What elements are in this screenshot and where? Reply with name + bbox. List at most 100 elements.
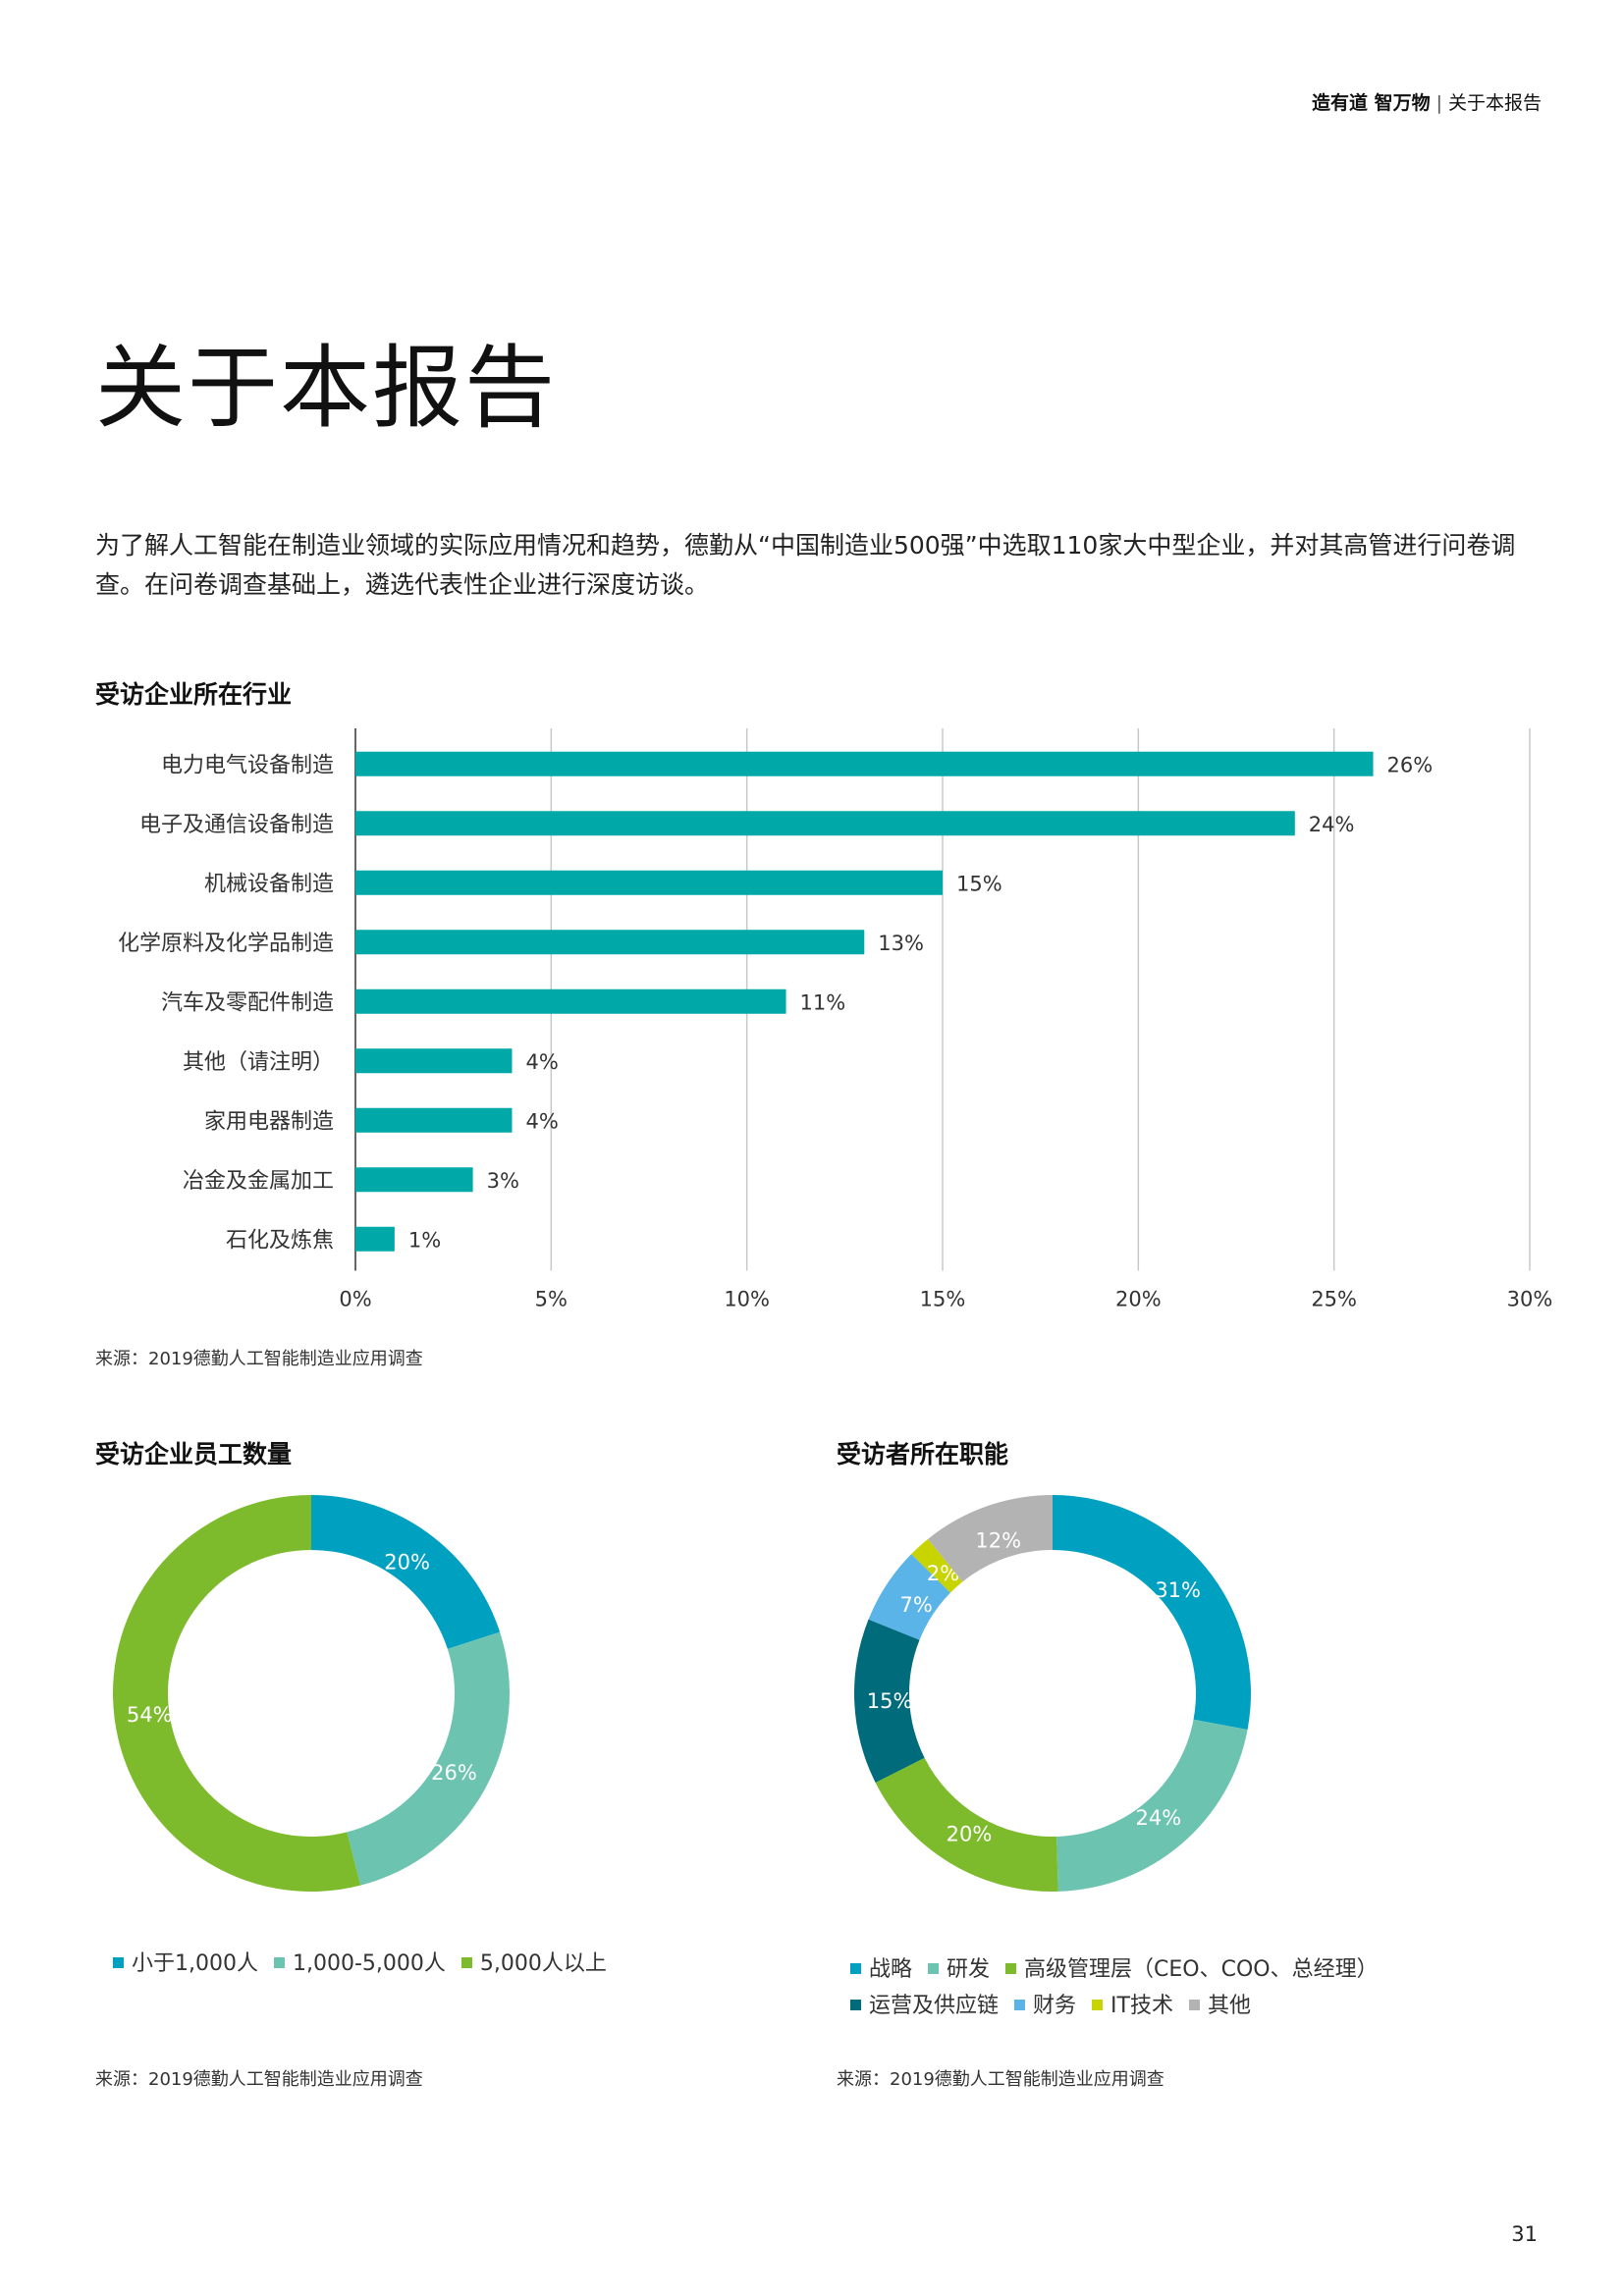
employees-legend: 小于1,000人 1,000-5,000人 5,000人以上 bbox=[113, 1946, 623, 1977]
legend-label: 运营及供应链 bbox=[869, 1994, 1000, 2018]
header-section: 关于本报告 bbox=[1447, 92, 1542, 114]
employees-donut-chart: 20% 26% 54% bbox=[112, 1495, 510, 1892]
legend-swatch bbox=[1014, 1999, 1026, 2010]
legend-label: IT技术 bbox=[1110, 1994, 1173, 2018]
legend-item: 研发 bbox=[928, 1951, 990, 1988]
bar-value-label: 3% bbox=[487, 1169, 519, 1193]
donut-segment bbox=[1056, 1719, 1248, 1892]
donut-segment bbox=[854, 1619, 925, 1783]
donut-value-label: 54% bbox=[127, 1703, 173, 1727]
bar-value-label: 13% bbox=[878, 932, 924, 955]
category-label: 冶金及金属加工 bbox=[183, 1169, 334, 1194]
legend-item: 高级管理层（CEO、COO、总经理） bbox=[1005, 1951, 1379, 1988]
running-header: 造有道 智万物 | 关于本报告 bbox=[1312, 88, 1542, 115]
bar-value-label: 4% bbox=[525, 1109, 558, 1133]
x-tick-label: 30% bbox=[1507, 1288, 1553, 1311]
category-label: 电子及通信设备制造 bbox=[139, 813, 334, 837]
bar bbox=[355, 751, 1374, 776]
donut-value-label: 15% bbox=[867, 1689, 913, 1713]
category-label: 电力电气设备制造 bbox=[161, 753, 334, 777]
roles-legend: 战略 研发 高级管理层（CEO、COO、总经理） 运营及供应链 财务 IT技术 其他 bbox=[850, 1951, 1538, 2024]
donut-segment bbox=[1053, 1495, 1251, 1730]
bar bbox=[355, 1167, 473, 1193]
intro-paragraph: 为了解人工智能在制造业领域的实际应用情况和趋势，德勤从“中国制造业500强”中选… bbox=[95, 531, 1516, 599]
legend-swatch bbox=[850, 1999, 861, 2010]
x-tick-label: 5% bbox=[535, 1288, 568, 1311]
industry-chart-title: 受访企业所在行业 bbox=[95, 680, 293, 709]
bar bbox=[355, 811, 1295, 836]
page-title: 关于本报告 bbox=[95, 336, 558, 441]
bar bbox=[355, 1107, 513, 1133]
legend-label: 5,000人以上 bbox=[479, 1951, 607, 1976]
legend-item: 运营及供应链 bbox=[850, 1988, 999, 2024]
bar-value-label: 24% bbox=[1309, 813, 1355, 836]
legend-label: 战略 bbox=[869, 1957, 913, 1982]
legend-swatch bbox=[273, 1956, 285, 1968]
donut-segment bbox=[868, 1554, 951, 1640]
industry-source: 来源：2019德勤人工智能制造业应用调查 bbox=[95, 1349, 423, 1369]
legend-item: 战略 bbox=[850, 1951, 912, 1988]
donut-segment bbox=[875, 1757, 1058, 1892]
x-tick-label: 25% bbox=[1311, 1288, 1357, 1311]
legend-swatch bbox=[460, 1956, 472, 1968]
donut-value-label: 31% bbox=[1155, 1578, 1201, 1602]
bar-value-label: 11% bbox=[800, 990, 846, 1014]
legend-label: 高级管理层（CEO、COO、总经理） bbox=[1024, 1957, 1379, 1982]
category-label: 石化及炼焦 bbox=[226, 1228, 334, 1253]
category-label: 化学原料及化学品制造 bbox=[118, 932, 334, 956]
legend-swatch bbox=[1188, 1999, 1200, 2010]
x-tick-label: 0% bbox=[339, 1288, 371, 1311]
bar bbox=[355, 930, 865, 955]
legend-item: 其他 bbox=[1188, 1988, 1251, 2024]
category-label: 机械设备制造 bbox=[204, 872, 334, 896]
x-tick-label: 10% bbox=[724, 1288, 770, 1311]
donut-segment bbox=[911, 1538, 963, 1593]
industry-bar-chart: 0% 5% 10% 15% 20% 25% 30% 电力电气设备制造 26% 电子及通信设备制造 2… bbox=[118, 728, 1553, 1311]
legend-label: 其他 bbox=[1207, 1994, 1251, 2018]
category-label: 家用电器制造 bbox=[204, 1109, 334, 1134]
employees-chart-title: 受访企业员工数量 bbox=[95, 1440, 293, 1468]
bar-value-label: 15% bbox=[956, 872, 1002, 895]
donut-value-label: 7% bbox=[900, 1593, 933, 1617]
page-number: 31 bbox=[1511, 2222, 1538, 2246]
roles-source: 来源：2019德勤人工智能制造业应用调查 bbox=[837, 2069, 1164, 2090]
bar bbox=[355, 988, 786, 1014]
category-label: 其他（请注明） bbox=[183, 1050, 334, 1075]
donut-value-label: 12% bbox=[975, 1528, 1021, 1552]
legend-item: IT技术 bbox=[1092, 1988, 1173, 2024]
bar bbox=[355, 870, 943, 895]
header-brand: 造有道 智万物 bbox=[1311, 92, 1431, 114]
donut-segment bbox=[928, 1495, 1053, 1582]
x-tick-label: 20% bbox=[1115, 1288, 1162, 1311]
legend-label: 小于1,000人 bbox=[132, 1951, 258, 1976]
legend-item: 财务 bbox=[1014, 1988, 1076, 2024]
legend-item: 1,000-5,000人 bbox=[273, 1946, 446, 1977]
legend-swatch bbox=[1005, 1962, 1017, 1974]
roles-donut-chart: 31%24%20%15%7%2%12% bbox=[854, 1495, 1251, 1892]
donut-segment bbox=[311, 1495, 501, 1649]
legend-swatch bbox=[850, 1962, 861, 1974]
roles-chart-title: 受访者所在职能 bbox=[837, 1440, 1009, 1468]
donut-value-label: 24% bbox=[1136, 1806, 1182, 1830]
donut-value-label: 26% bbox=[431, 1761, 477, 1785]
bar bbox=[355, 1226, 395, 1252]
legend-label: 研发 bbox=[947, 1957, 991, 1982]
bar bbox=[355, 1048, 513, 1074]
legend-label: 财务 bbox=[1033, 1994, 1077, 2018]
legend-swatch bbox=[928, 1962, 940, 1974]
header-separator: | bbox=[1435, 92, 1442, 114]
donut-value-label: 20% bbox=[947, 1823, 993, 1846]
donut-segment bbox=[112, 1495, 361, 1892]
legend-swatch bbox=[113, 1956, 124, 1968]
bar-value-label: 1% bbox=[408, 1228, 441, 1252]
legend-item: 小于1,000人 bbox=[113, 1946, 258, 1977]
legend-label: 1,000-5,000人 bbox=[292, 1951, 446, 1976]
donut-segment bbox=[347, 1631, 510, 1886]
bar-value-label: 26% bbox=[1387, 753, 1434, 776]
category-label: 汽车及零配件制造 bbox=[161, 990, 334, 1015]
bar-value-label: 4% bbox=[525, 1050, 558, 1074]
donut-value-label: 20% bbox=[384, 1551, 430, 1575]
x-tick-label: 15% bbox=[920, 1288, 966, 1311]
employees-source: 来源：2019德勤人工智能制造业应用调查 bbox=[95, 2069, 423, 2090]
legend-item: 5,000人以上 bbox=[460, 1946, 607, 1977]
